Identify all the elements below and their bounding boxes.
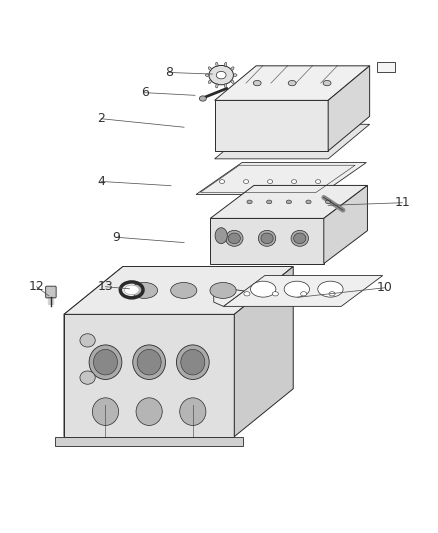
Ellipse shape [267,200,272,204]
Text: 12: 12 [28,280,44,293]
Text: 8: 8 [165,66,173,79]
Ellipse shape [92,398,119,425]
Polygon shape [64,314,234,437]
Ellipse shape [268,180,273,183]
Ellipse shape [253,80,261,86]
Ellipse shape [228,233,240,244]
Ellipse shape [247,200,252,204]
Ellipse shape [325,200,331,204]
Polygon shape [328,66,370,151]
Polygon shape [64,266,123,437]
Text: 2: 2 [97,112,105,125]
Polygon shape [215,124,370,159]
Polygon shape [223,276,383,306]
Ellipse shape [215,228,227,244]
Ellipse shape [233,74,237,76]
Ellipse shape [208,80,212,83]
Polygon shape [64,266,293,314]
Ellipse shape [226,230,243,246]
Ellipse shape [216,71,226,79]
Ellipse shape [231,67,234,70]
Ellipse shape [80,334,95,347]
Ellipse shape [89,345,122,379]
Polygon shape [55,437,243,446]
Polygon shape [196,163,366,195]
Polygon shape [210,185,367,219]
Ellipse shape [133,345,166,379]
Text: 10: 10 [377,281,393,294]
Ellipse shape [329,292,335,296]
Ellipse shape [208,67,212,70]
Ellipse shape [215,62,218,67]
Polygon shape [234,266,293,437]
Ellipse shape [244,180,249,183]
Ellipse shape [209,66,233,85]
Text: 13: 13 [98,280,113,293]
Ellipse shape [291,230,308,246]
Ellipse shape [205,74,209,76]
Ellipse shape [258,230,276,246]
Ellipse shape [293,233,306,244]
Ellipse shape [261,233,273,244]
Ellipse shape [177,345,209,379]
Ellipse shape [306,200,311,204]
Ellipse shape [323,80,331,86]
Ellipse shape [284,281,310,297]
Ellipse shape [272,292,279,296]
Polygon shape [210,219,324,264]
Ellipse shape [215,84,218,88]
Ellipse shape [181,350,205,375]
Ellipse shape [210,282,236,298]
FancyBboxPatch shape [46,286,56,298]
Polygon shape [214,287,244,306]
Ellipse shape [137,350,161,375]
Ellipse shape [180,398,206,425]
Ellipse shape [244,292,250,296]
Ellipse shape [224,62,227,67]
Ellipse shape [286,200,291,204]
Bar [378,62,395,72]
Ellipse shape [231,80,234,83]
Ellipse shape [199,96,206,101]
Ellipse shape [131,282,158,298]
Ellipse shape [291,180,297,183]
Ellipse shape [219,180,225,183]
Ellipse shape [288,80,296,86]
Text: 6: 6 [141,86,149,99]
Ellipse shape [93,350,117,375]
Ellipse shape [224,84,227,88]
Polygon shape [215,66,370,100]
Ellipse shape [251,281,276,297]
Ellipse shape [136,398,162,425]
Ellipse shape [318,281,343,297]
Polygon shape [215,100,328,151]
Text: 11: 11 [395,196,410,209]
Ellipse shape [300,292,307,296]
Text: 9: 9 [113,231,120,244]
Polygon shape [324,185,367,264]
Ellipse shape [124,285,139,295]
Text: 4: 4 [97,175,105,188]
Ellipse shape [80,371,95,384]
Ellipse shape [171,282,197,298]
Ellipse shape [315,180,321,183]
